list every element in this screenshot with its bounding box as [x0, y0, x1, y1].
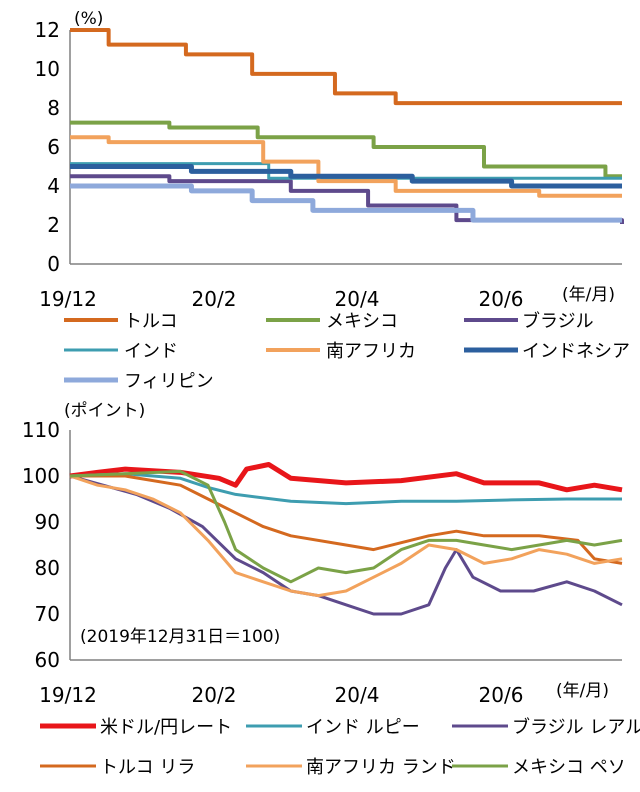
x-unit-label: (年/月): [556, 681, 609, 701]
x-tick-label: 20/2: [192, 683, 237, 707]
y-tick-label: 110: [22, 418, 60, 442]
y-tick-label: 4: [47, 174, 60, 198]
legend-label-mxn: メキシコ ペソ: [512, 757, 626, 778]
y-tick-label: 6: [47, 135, 60, 159]
legend-label-brl: ブラジル レアル: [512, 716, 640, 738]
legend: トルコ メキシコ ブラジル インド 南アフリカ インドネシア フィリピン: [64, 310, 630, 392]
x-tick-label: 20/4: [335, 287, 380, 311]
x-tick-label: 20/6: [479, 287, 524, 311]
y-tick-label: 8: [47, 96, 60, 120]
y-tick-label: 2: [47, 213, 60, 237]
series-line-4: [70, 135, 622, 198]
legend-label-philippines: フィリピン: [124, 371, 214, 392]
y-tick-label: 0: [47, 252, 60, 276]
x-tick-label: 19/12: [39, 287, 97, 311]
y-tick-label: 12: [35, 18, 60, 42]
series-line-2: [70, 174, 624, 225]
legend-label-indonesia: インドネシア: [522, 341, 630, 362]
legend-label-india: インド: [124, 341, 178, 362]
x-tick-label: 20/6: [479, 683, 524, 707]
x-unit-label: (年/月): [562, 285, 615, 305]
y-tick-label: 80: [35, 556, 60, 580]
legend-label-try: トルコ リラ: [100, 757, 195, 778]
x-tick-label: 19/12: [39, 683, 97, 707]
series-line-4: [69, 474, 623, 598]
legend-label-turkey: トルコ: [124, 311, 178, 332]
y-tick-label: 70: [35, 602, 60, 626]
series-line-3: [70, 474, 623, 565]
series-line-5: [70, 164, 622, 189]
legend-label-usd-jpy: 米ドル/円レート: [100, 717, 232, 738]
y-tick-label: 100: [22, 464, 60, 488]
series-line-5: [69, 469, 623, 584]
y-tick-label: 60: [35, 648, 60, 672]
legend-label-brazil: ブラジル: [522, 310, 594, 332]
policy-rate-chart: 0 2 4 6 8 10 12 (%) 19/12 20/2 20/4 20/6 (年/月)…: [35, 9, 630, 392]
legend-label-zar: 南アフリカ ランド: [306, 757, 456, 778]
y-tick-label: 90: [35, 510, 60, 534]
y-tick-label: 10: [35, 57, 60, 81]
y-unit-label: (%): [74, 9, 103, 29]
legend-label-inr: インド ルピー: [306, 717, 420, 738]
series-line-0: [70, 28, 622, 106]
x-tick-label: 20/4: [335, 683, 380, 707]
y-unit-label: (ポイント): [64, 401, 145, 421]
legend-label-mexico: メキシコ: [326, 311, 398, 332]
series-line-6: [70, 183, 622, 223]
legend: 米ドル/円レート インド ルピー ブラジル レアル トルコ リラ 南アフリカ ラ…: [40, 716, 640, 778]
x-tick-label: 20/2: [192, 287, 237, 311]
series-line-1: [70, 120, 622, 179]
legend-label-south-africa: 南アフリカ: [326, 341, 416, 362]
series-line-1: [69, 472, 622, 506]
base-date-note: (2019年12月31日＝100): [80, 627, 280, 647]
